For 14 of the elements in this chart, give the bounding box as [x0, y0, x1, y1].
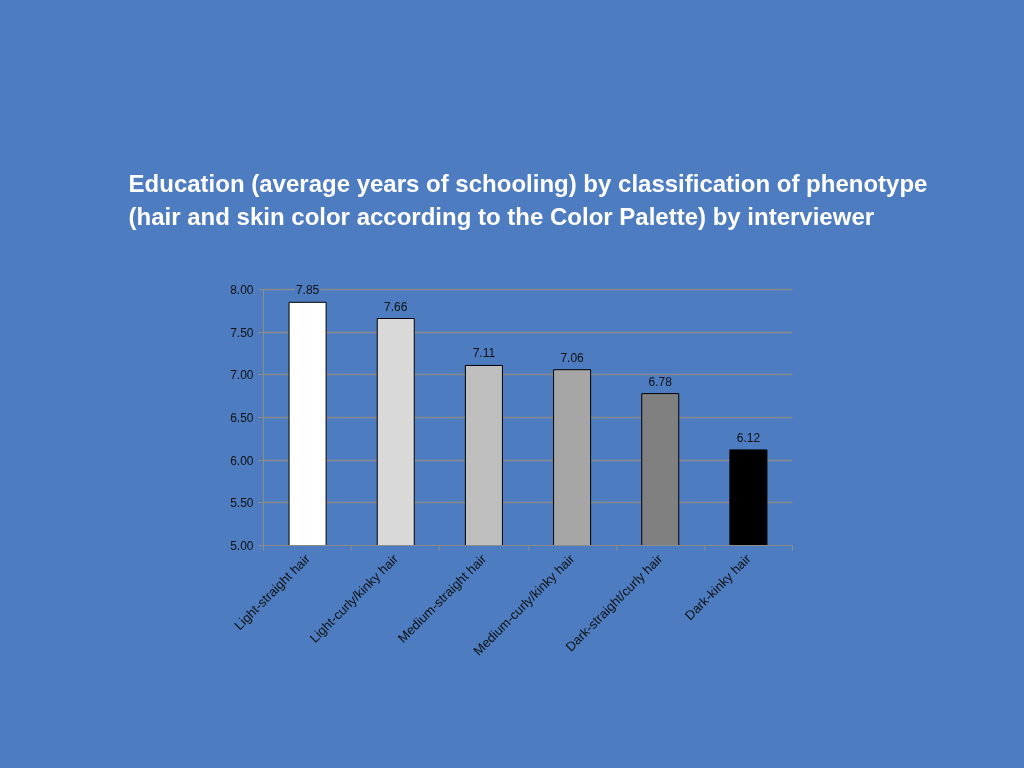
y-tick-label: 5.00 [230, 539, 254, 553]
y-tick-label: 5.50 [230, 496, 254, 511]
data-label: 6.78 [648, 374, 673, 389]
data-label: 7.11 [472, 346, 496, 361]
y-tick-label: 8.00 [230, 283, 254, 297]
y-tick-label: 6.50 [230, 411, 254, 425]
chart-title: Education (average years of schooling) by classification of phenotype (hair and skin color according to the Color Palette) by interviewer [128, 169, 928, 230]
data-label: 7.66 [384, 299, 408, 314]
data-label: 7.85 [295, 283, 320, 298]
y-tick-label: 7.50 [230, 325, 254, 340]
y-tick-label: 6.00 [230, 453, 254, 468]
y-tick-label: 7.00 [230, 368, 254, 383]
data-label: 6.12 [736, 430, 761, 445]
data-label: 7.06 [560, 350, 585, 365]
